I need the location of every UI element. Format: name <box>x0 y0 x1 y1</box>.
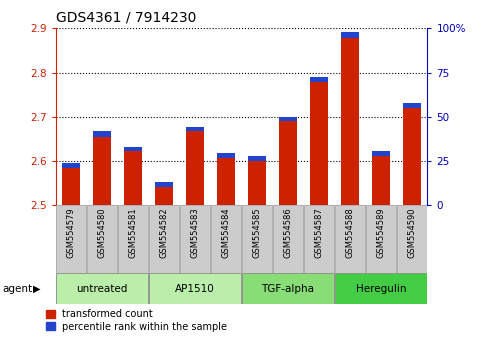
Bar <box>186 127 204 131</box>
Bar <box>397 205 427 273</box>
Bar <box>217 153 235 158</box>
Bar <box>248 161 266 205</box>
Text: AP1510: AP1510 <box>175 284 215 293</box>
Bar <box>149 205 179 273</box>
Bar <box>248 156 266 161</box>
Text: GSM554588: GSM554588 <box>345 207 355 258</box>
Text: GSM554579: GSM554579 <box>67 207 75 258</box>
Text: GSM554589: GSM554589 <box>376 207 385 258</box>
Text: GSM554582: GSM554582 <box>159 207 169 258</box>
Bar <box>341 32 359 38</box>
Text: GSM554581: GSM554581 <box>128 207 138 258</box>
Legend: transformed count, percentile rank within the sample: transformed count, percentile rank withi… <box>46 309 227 332</box>
Bar <box>93 131 112 137</box>
Bar <box>335 205 365 273</box>
Bar <box>56 273 148 304</box>
Text: GSM554583: GSM554583 <box>190 207 199 258</box>
Text: GSM554580: GSM554580 <box>98 207 107 258</box>
Bar <box>372 156 390 205</box>
Bar <box>62 168 80 205</box>
Bar <box>279 117 297 121</box>
Bar <box>180 205 210 273</box>
Text: TGF-alpha: TGF-alpha <box>261 284 314 293</box>
Text: GDS4361 / 7914230: GDS4361 / 7914230 <box>56 10 196 24</box>
Bar <box>87 205 117 273</box>
Bar <box>341 38 359 205</box>
Text: Heregulin: Heregulin <box>355 284 406 293</box>
Bar <box>242 273 334 304</box>
Text: agent: agent <box>2 284 32 293</box>
Bar <box>217 158 235 205</box>
Bar <box>310 82 328 205</box>
Bar <box>366 205 396 273</box>
Text: GSM554584: GSM554584 <box>222 207 230 258</box>
Text: GSM554586: GSM554586 <box>284 207 293 258</box>
Bar <box>124 152 142 205</box>
Bar <box>56 205 86 273</box>
Bar <box>62 163 80 168</box>
Bar <box>124 147 142 152</box>
Bar <box>155 187 173 205</box>
Text: GSM554590: GSM554590 <box>408 207 416 258</box>
Bar <box>186 131 204 205</box>
Bar <box>155 182 173 187</box>
Bar <box>403 108 421 205</box>
Bar <box>118 205 148 273</box>
Bar <box>242 205 272 273</box>
Bar <box>403 103 421 108</box>
Bar <box>304 205 334 273</box>
Text: untreated: untreated <box>76 284 128 293</box>
Bar <box>310 77 328 82</box>
Bar <box>279 121 297 205</box>
Bar <box>149 273 241 304</box>
Bar <box>211 205 241 273</box>
Text: GSM554585: GSM554585 <box>253 207 261 258</box>
Bar <box>335 273 427 304</box>
Bar <box>273 205 303 273</box>
Text: GSM554587: GSM554587 <box>314 207 324 258</box>
Bar <box>93 137 112 205</box>
Text: ▶: ▶ <box>33 284 41 293</box>
Bar <box>372 152 390 156</box>
